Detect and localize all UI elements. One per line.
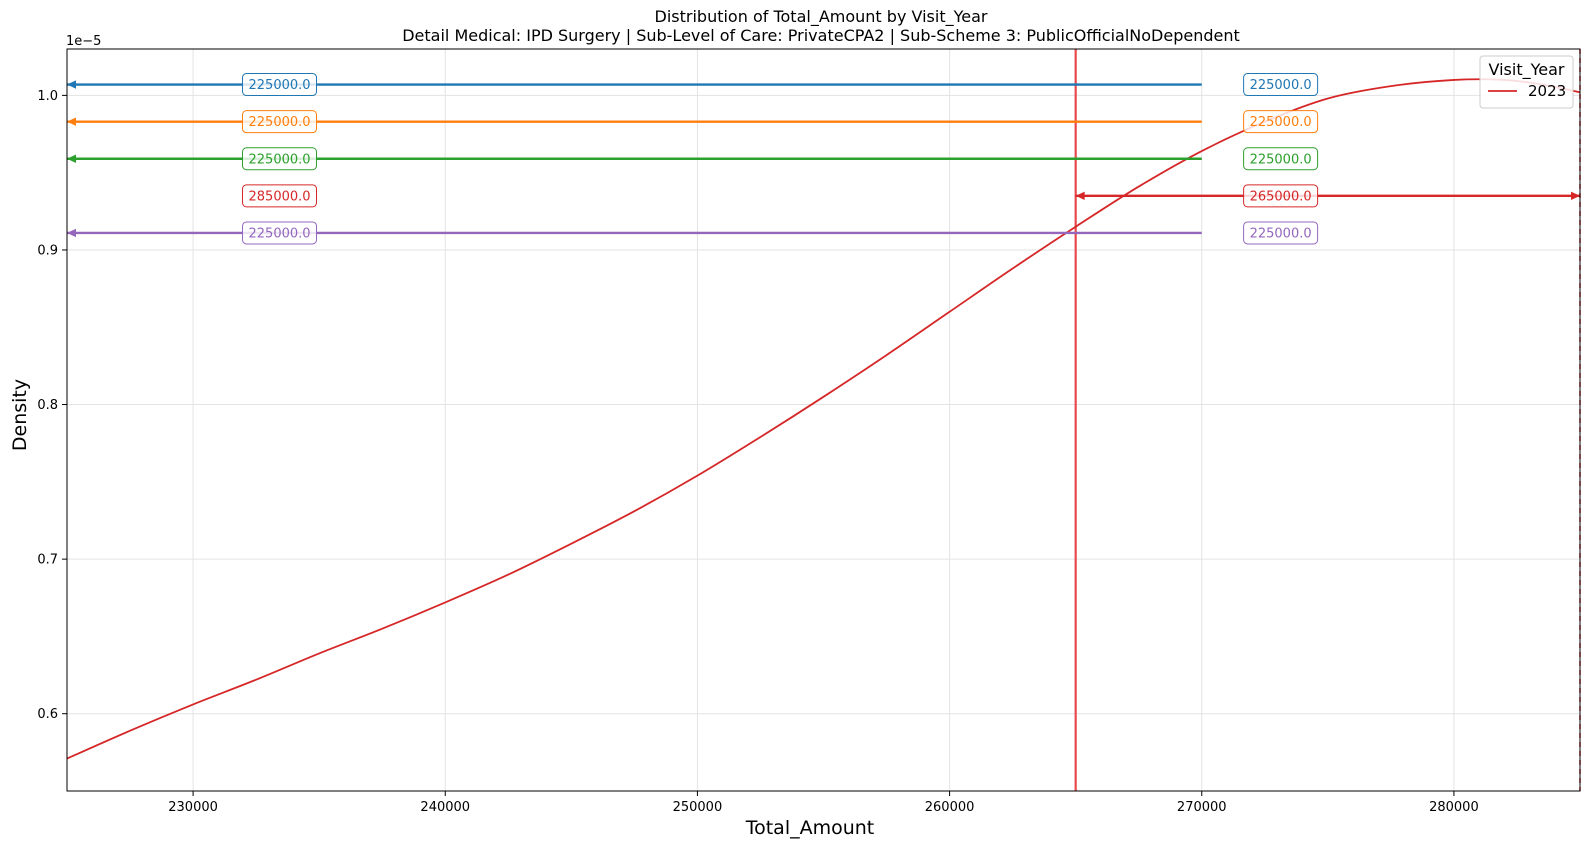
arrow-right-label-3-box	[1243, 184, 1319, 208]
series-lines	[67, 78, 1580, 760]
arrow-right-label-2: 225000.0	[1250, 152, 1312, 167]
arrow-left-label-4-box	[242, 221, 318, 245]
arrow-right-label-2-box	[1243, 147, 1319, 171]
arrow-left-label-3-box	[242, 184, 318, 208]
arrow-left-label-1: 225000.0	[249, 115, 311, 130]
x-axis-title: Total_Amount	[745, 817, 875, 839]
legend-title: Visit_Year	[1489, 60, 1565, 80]
axes: 230000 240000 250000 260000 270000 280000 0.6 0…	[37, 48, 1581, 815]
arrow-head-4	[67, 228, 76, 238]
x-tick-label: 250000	[673, 800, 723, 815]
arrow-head-2	[67, 154, 76, 163]
x-tick-label: 240000	[420, 800, 470, 815]
arrow-left-label-0: 225000.0	[249, 78, 311, 93]
density-line-2023	[67, 78, 1580, 760]
arrow-left-label-1-box	[242, 110, 318, 134]
arrow-left-label-4: 225000.0	[249, 226, 311, 241]
arrow-left-label-2: 225000.0	[249, 152, 311, 167]
x-tick-label: 260000	[925, 800, 975, 815]
y-offset-label: 1e−5	[66, 34, 101, 49]
legend: Visit_Year 2023	[1479, 55, 1574, 109]
arrow-left-label-3: 285000.0	[249, 189, 311, 204]
arrow-right-label-0: 225000.0	[1250, 78, 1312, 93]
arrow-right-label-4-box	[1243, 221, 1319, 245]
arrow-right-label-4: 225000.0	[1250, 226, 1312, 241]
y-tick-label: 0.6	[37, 707, 58, 722]
arrow-annotations: 225000.0 225000.0 225000.0 225000.0 225000.0…	[67, 73, 1580, 245]
arrow-left-label-0-box	[242, 73, 318, 97]
y-axis-title: Density	[9, 379, 31, 451]
arrow-head-3	[1571, 191, 1580, 201]
y-tick-label: 1.0	[37, 89, 58, 104]
arrow-right-label-0-box	[1243, 73, 1319, 97]
reference-lines	[1074, 49, 1581, 791]
arrow-right-label-1-box	[1243, 110, 1319, 134]
legend-entry-label: 2023	[1528, 82, 1566, 100]
arrow-head-0	[67, 80, 76, 89]
plot-frame	[66, 48, 1581, 792]
arrow-head-1	[67, 117, 76, 126]
y-tick-label: 0.9	[37, 243, 58, 258]
legend-box	[1479, 55, 1574, 109]
y-tick-label: 0.8	[37, 398, 58, 413]
chart-title: Distribution of Total_Amount by Visit_Ye…	[655, 7, 988, 27]
arrow-tail-head-3	[1075, 191, 1085, 201]
x-tick-label: 270000	[1177, 800, 1227, 815]
arrow-right-label-3: 265000.0	[1250, 189, 1312, 204]
arrow-right-label-1: 225000.0	[1250, 115, 1312, 130]
chart-subtitle: Detail Medical: IPD Surgery | Sub-Level …	[402, 26, 1240, 45]
x-tick-label: 230000	[168, 800, 218, 815]
y-tick-label: 0.7	[37, 553, 58, 568]
x-tick-label: 280000	[1429, 800, 1479, 815]
grid-lines	[67, 49, 1580, 791]
arrow-left-label-2-box	[242, 147, 318, 171]
